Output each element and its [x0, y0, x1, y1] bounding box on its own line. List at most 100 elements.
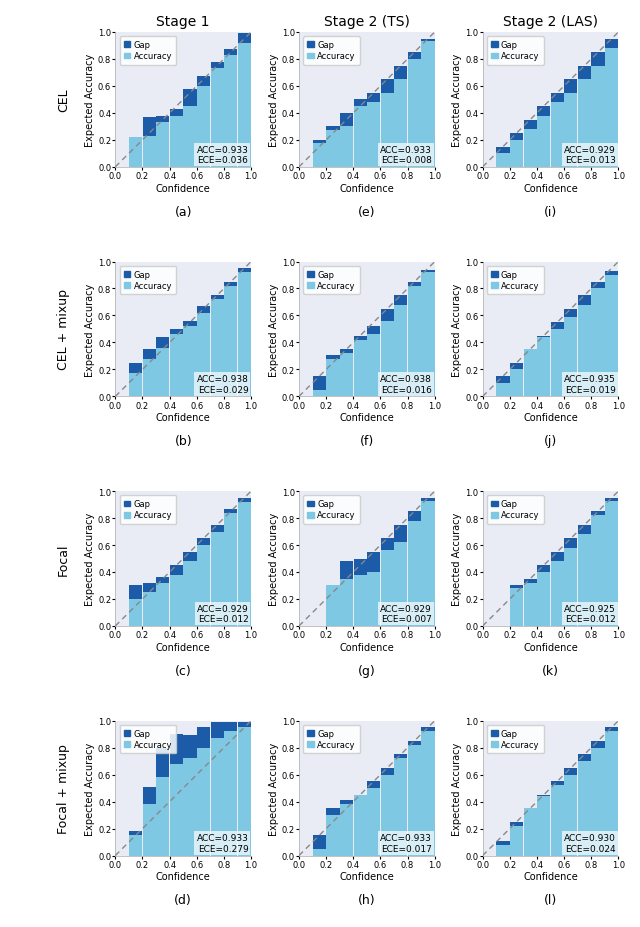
Legend: Gap, Accuracy: Gap, Accuracy: [487, 725, 543, 754]
X-axis label: Confidence: Confidence: [523, 871, 578, 882]
X-axis label: Confidence: Confidence: [523, 184, 578, 194]
X-axis label: Confidence: Confidence: [156, 413, 211, 423]
Bar: [184, 327, 196, 397]
Bar: [394, 755, 408, 758]
Bar: [143, 805, 156, 856]
Bar: [605, 499, 618, 501]
Bar: [237, 499, 251, 502]
Bar: [408, 53, 421, 60]
Bar: [313, 141, 326, 144]
Bar: [170, 764, 183, 856]
Legend: Gap, Accuracy: Gap, Accuracy: [487, 496, 543, 524]
Bar: [591, 53, 605, 67]
Bar: [537, 795, 550, 796]
Bar: [326, 815, 340, 856]
Bar: [510, 589, 523, 627]
Bar: [408, 512, 421, 521]
Bar: [143, 583, 156, 592]
Bar: [184, 736, 196, 758]
Bar: [497, 376, 509, 384]
Legend: Gap, Accuracy: Gap, Accuracy: [303, 496, 360, 524]
X-axis label: Confidence: Confidence: [523, 642, 578, 653]
Bar: [381, 310, 394, 322]
Text: (i): (i): [544, 206, 557, 219]
Bar: [211, 722, 224, 739]
Bar: [551, 552, 564, 562]
Bar: [578, 535, 591, 627]
Text: (f): (f): [360, 435, 374, 448]
Bar: [551, 562, 564, 627]
Bar: [197, 307, 210, 313]
Text: ACC=0.938
ECE=0.016: ACC=0.938 ECE=0.016: [380, 375, 432, 394]
Text: ACC=0.929
ECE=0.012: ACC=0.929 ECE=0.012: [196, 604, 248, 624]
Bar: [313, 849, 326, 856]
Bar: [408, 286, 421, 397]
X-axis label: Confidence: Confidence: [523, 413, 578, 423]
X-axis label: Confidence: Confidence: [156, 184, 211, 194]
X-axis label: Confidence: Confidence: [156, 871, 211, 882]
Bar: [211, 532, 224, 627]
Bar: [591, 748, 605, 856]
Bar: [537, 117, 550, 168]
Text: Focal + mixup: Focal + mixup: [57, 743, 70, 833]
Y-axis label: Expected Accuracy: Expected Accuracy: [452, 54, 463, 146]
Bar: [129, 600, 142, 627]
Bar: [605, 275, 618, 397]
Bar: [326, 586, 340, 627]
Bar: [156, 778, 170, 856]
X-axis label: Confidence: Confidence: [339, 871, 394, 882]
Bar: [605, 272, 618, 275]
Bar: [353, 100, 367, 107]
Legend: Gap, Accuracy: Gap, Accuracy: [303, 725, 360, 754]
Bar: [591, 67, 605, 168]
Bar: [143, 787, 156, 805]
Bar: [578, 526, 591, 535]
Bar: [551, 323, 564, 330]
Text: ACC=0.933
ECE=0.279: ACC=0.933 ECE=0.279: [196, 833, 248, 853]
Bar: [170, 734, 183, 764]
Bar: [408, 745, 421, 856]
Bar: [156, 583, 170, 627]
Bar: [156, 123, 170, 168]
Bar: [394, 80, 408, 168]
Bar: [394, 296, 408, 305]
Bar: [421, 43, 435, 168]
Bar: [551, 781, 564, 785]
Bar: [564, 539, 577, 548]
Bar: [143, 118, 156, 136]
Title: Stage 2 (LAS): Stage 2 (LAS): [503, 15, 598, 29]
Bar: [591, 289, 605, 397]
Bar: [197, 728, 210, 748]
Bar: [340, 805, 353, 856]
Text: Focal: Focal: [57, 542, 70, 575]
Legend: Gap, Accuracy: Gap, Accuracy: [303, 37, 360, 66]
Text: (c): (c): [175, 664, 191, 677]
Bar: [510, 822, 523, 826]
Legend: Gap, Accuracy: Gap, Accuracy: [303, 266, 360, 295]
Bar: [524, 579, 537, 583]
Bar: [605, 40, 618, 49]
Legend: Gap, Accuracy: Gap, Accuracy: [120, 496, 177, 524]
Bar: [591, 283, 605, 289]
Bar: [497, 154, 509, 168]
Text: (l): (l): [544, 894, 557, 907]
Bar: [564, 548, 577, 627]
Bar: [564, 317, 577, 397]
Bar: [340, 579, 353, 627]
Bar: [184, 562, 196, 627]
Bar: [381, 539, 394, 551]
Text: CEL: CEL: [57, 88, 70, 112]
Text: ACC=0.933
ECE=0.017: ACC=0.933 ECE=0.017: [380, 833, 432, 853]
Bar: [497, 844, 509, 856]
Bar: [381, 551, 394, 627]
Bar: [340, 114, 353, 127]
Bar: [564, 80, 577, 94]
Bar: [381, 80, 394, 94]
Bar: [129, 586, 142, 600]
Text: (b): (b): [175, 435, 192, 448]
Text: (j): (j): [544, 435, 557, 448]
Bar: [224, 50, 237, 56]
Bar: [605, 49, 618, 168]
Text: (k): (k): [542, 664, 559, 677]
Legend: Gap, Accuracy: Gap, Accuracy: [487, 37, 543, 66]
